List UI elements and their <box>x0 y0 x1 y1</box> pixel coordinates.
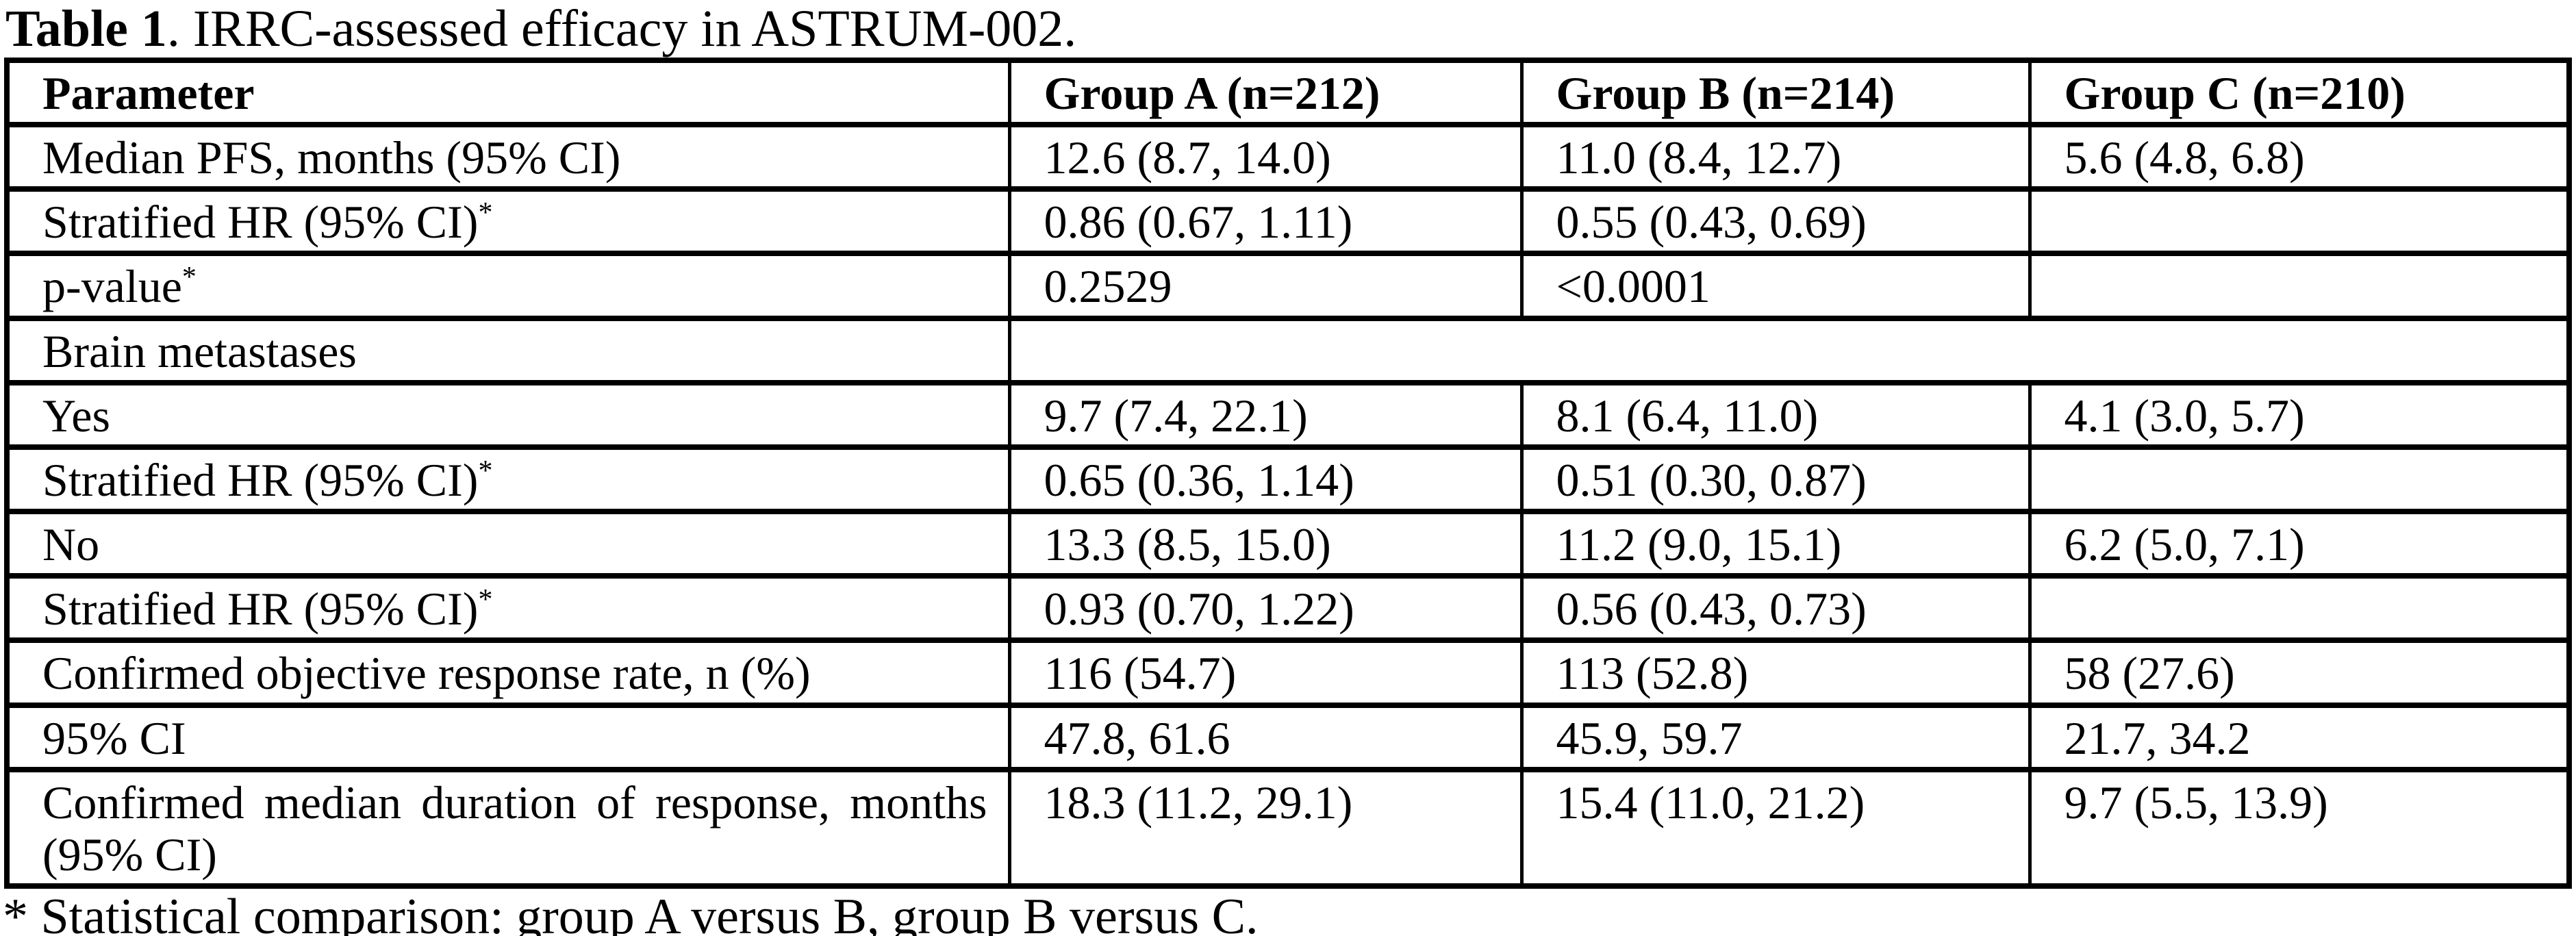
parameter-label: No <box>42 518 100 571</box>
parameter-cell: 95% CI <box>5 702 1011 772</box>
value-cell <box>2028 573 2571 644</box>
parameter-label: Confirmed median duration of response, m… <box>42 776 987 881</box>
value-cell: 9.7 (5.5, 13.9) <box>2028 766 2571 889</box>
parameter-label: Stratified HR (95% CI) <box>42 196 479 249</box>
value-cell: 0.2529 <box>1007 251 1524 321</box>
value-cell: 0.55 (0.43, 0.69) <box>1519 186 2032 257</box>
value-cell: 4.1 (3.0, 5.7) <box>2028 379 2571 450</box>
table-caption-text: . IRRC-assessed efficacy in ASTRUM-002. <box>166 0 1077 58</box>
value-cell <box>2028 444 2571 515</box>
table-row: Confirmed median duration of response, m… <box>5 766 2571 889</box>
value-cell: 0.65 (0.36, 1.14) <box>1007 444 1524 515</box>
parameter-cell: Median PFS, months (95% CI) <box>5 122 1011 192</box>
superscript-asterisk: * <box>478 197 493 229</box>
parameter-cell: Stratified HR (95% CI)* <box>5 186 1011 257</box>
value-cell: 11.2 (9.0, 15.1) <box>1519 509 2032 579</box>
value-cell: 21.7, 34.2 <box>2028 702 2571 772</box>
parameter-cell: Stratified HR (95% CI)* <box>5 573 1011 644</box>
superscript-asterisk: * <box>478 584 493 616</box>
value-cell: 9.7 (7.4, 22.1) <box>1007 379 1524 450</box>
table-row: No 13.3 (8.5, 15.0) 11.2 (9.0, 15.1) 6.2 (5… <box>5 509 2571 579</box>
value-cell: 15.4 (11.0, 21.2) <box>1519 766 2032 889</box>
parameter-label: Median PFS, months (95% CI) <box>42 131 621 184</box>
parameter-label: 95% CI <box>42 711 186 764</box>
parameter-cell: Brain metastases <box>5 315 1011 385</box>
parameter-cell: p-value* <box>5 251 1011 321</box>
value-cell: 113 (52.8) <box>1519 637 2032 708</box>
parameter-cell: Stratified HR (95% CI)* <box>5 444 1011 515</box>
efficacy-table: Parameter Group A (n=212) Group B (n=214… <box>4 57 2572 889</box>
value-cell <box>2028 186 2571 257</box>
table-row: Median PFS, months (95% CI) 12.6 (8.7, 14… <box>5 122 2571 192</box>
parameter-cell: Yes <box>5 379 1011 450</box>
page-title: Table 1. IRRC-assessed efficacy in ASTRU… <box>0 0 2576 58</box>
merged-empty-cell <box>1007 315 2571 385</box>
value-cell: 13.3 (8.5, 15.0) <box>1007 509 1524 579</box>
column-header-group-b: Group B (n=214) <box>1519 57 2032 128</box>
column-header-parameter: Parameter <box>5 57 1011 128</box>
value-cell: 6.2 (5.0, 7.1) <box>2028 509 2571 579</box>
value-cell: 0.51 (0.30, 0.87) <box>1519 444 2032 515</box>
parameter-label: Yes <box>42 389 110 442</box>
table-row: p-value* 0.2529 <0.0001 <box>5 251 2571 321</box>
table-row: Yes 9.7 (7.4, 22.1) 8.1 (6.4, 11.0) 4.1 (3.… <box>5 379 2571 450</box>
footnote: * Statistical comparison: group A versus… <box>3 889 1259 936</box>
value-cell: 8.1 (6.4, 11.0) <box>1519 379 2032 450</box>
parameter-label: Confirmed objective response rate, n (%) <box>42 647 811 700</box>
table-row: Confirmed objective response rate, n (%)… <box>5 637 2571 708</box>
table-row: Stratified HR (95% CI)* 0.65 (0.36, 1.14)… <box>5 444 2571 515</box>
parameter-label: Stratified HR (95% CI) <box>42 453 479 506</box>
value-cell: 5.6 (4.8, 6.8) <box>2028 122 2571 192</box>
parameter-label: Brain metastases <box>42 325 357 377</box>
parameter-label: Stratified HR (95% CI) <box>42 583 479 635</box>
superscript-asterisk: * <box>478 455 493 487</box>
value-cell: <0.0001 <box>1519 251 2032 321</box>
column-header-group-a: Group A (n=212) <box>1007 57 1524 128</box>
parameter-label: p-value <box>42 260 182 313</box>
value-cell: 0.93 (0.70, 1.22) <box>1007 573 1524 644</box>
parameter-cell: No <box>5 509 1011 579</box>
value-cell: 47.8, 61.6 <box>1007 702 1524 772</box>
table-row: 95% CI 47.8, 61.6 45.9, 59.7 21.7, 34.2 <box>5 702 2571 772</box>
table-number-label: Table 1 <box>5 0 167 58</box>
value-cell: 11.0 (8.4, 12.7) <box>1519 122 2032 192</box>
parameter-cell: Confirmed objective response rate, n (%) <box>5 637 1011 708</box>
parameter-cell: Confirmed median duration of response, m… <box>5 766 1011 889</box>
column-header-group-c: Group C (n=210) <box>2028 57 2571 128</box>
value-cell: 58 (27.6) <box>2028 637 2571 708</box>
value-cell: 0.86 (0.67, 1.11) <box>1007 186 1524 257</box>
value-cell <box>2028 251 2571 321</box>
superscript-asterisk: * <box>181 262 197 294</box>
value-cell: 116 (54.7) <box>1007 637 1524 708</box>
table-header-row: Parameter Group A (n=212) Group B (n=214… <box>5 57 2571 128</box>
value-cell: 0.56 (0.43, 0.73) <box>1519 573 2032 644</box>
table-row: Brain metastases <box>5 315 2571 385</box>
table-row: Stratified HR (95% CI)* 0.86 (0.67, 1.11)… <box>5 186 2571 257</box>
table-row: Stratified HR (95% CI)* 0.93 (0.70, 1.22)… <box>5 573 2571 644</box>
value-cell: 18.3 (11.2, 29.1) <box>1007 766 1524 889</box>
value-cell: 45.9, 59.7 <box>1519 702 2032 772</box>
value-cell: 12.6 (8.7, 14.0) <box>1007 122 1524 192</box>
